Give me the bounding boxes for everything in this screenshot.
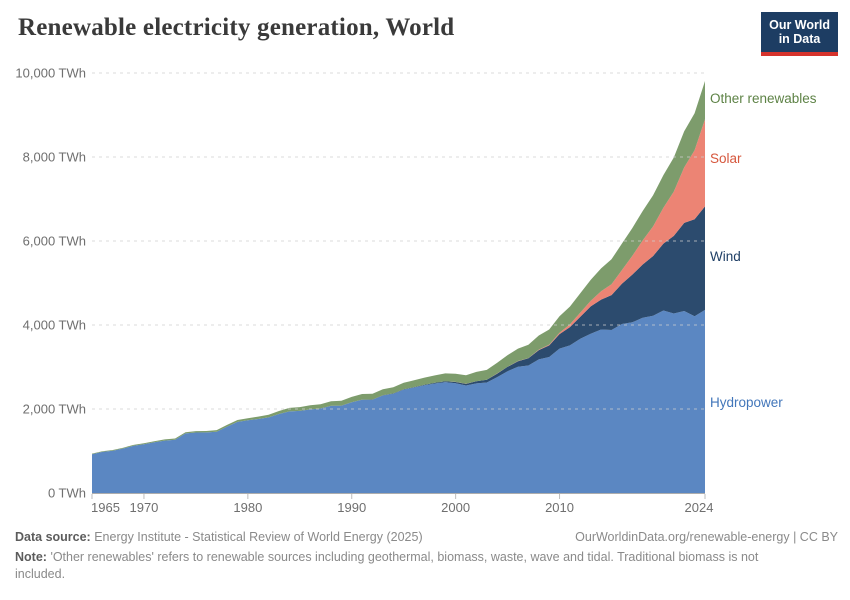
x-tick-label-1980: 1980 — [233, 500, 262, 515]
y-tick-label-8000: 8,000 TWh — [23, 150, 86, 165]
x-tick-label-2024: 2024 — [685, 500, 714, 515]
owid-logo[interactable]: Our World in Data — [761, 12, 838, 56]
data-source-text: Energy Institute - Statistical Review of… — [94, 530, 423, 544]
series-label-solar[interactable]: Solar — [710, 151, 742, 166]
owid-logo-line1: Our World — [769, 18, 830, 32]
chart-note: Note: 'Other renewables' refers to renew… — [15, 549, 803, 583]
note-label: Note: — [15, 549, 47, 564]
x-tick-label-2000: 2000 — [441, 500, 470, 515]
y-tick-label-10000: 10,000 TWh — [15, 66, 86, 81]
x-tick-label-2010: 2010 — [545, 500, 574, 515]
y-tick-label-6000: 6,000 TWh — [23, 234, 86, 249]
y-tick-label-2000: 2,000 TWh — [23, 402, 86, 417]
x-tick-label-1965: 1965 — [91, 500, 120, 515]
chart-title: Renewable electricity generation, World — [18, 14, 455, 41]
credit-link[interactable]: OurWorldinData.org/renewable-energy | CC… — [575, 530, 838, 544]
area-hydropower[interactable] — [92, 309, 705, 493]
y-tick-label-4000: 4,000 TWh — [23, 318, 86, 333]
series-label-wind[interactable]: Wind — [710, 249, 741, 264]
data-source-line: Data source: Energy Institute - Statisti… — [15, 529, 423, 546]
chart-footer: Data source: Energy Institute - Statisti… — [15, 529, 838, 583]
series-label-other-renewables[interactable]: Other renewables — [710, 91, 817, 106]
area-wind[interactable] — [92, 206, 705, 455]
owid-logo-line2: in Data — [778, 32, 821, 47]
x-tick-label-1990: 1990 — [337, 500, 366, 515]
x-tick-label-1970: 1970 — [129, 500, 158, 515]
note-text: 'Other renewables' refers to renewable s… — [15, 549, 759, 581]
series-label-hydropower[interactable]: Hydropower — [710, 395, 783, 410]
stacked-area-chart[interactable]: 0 TWh 2,000 TWh 4,000 TWh 6,000 TWh 8,000 TW… — [0, 0, 850, 530]
data-source-label: Data source: — [15, 530, 91, 544]
y-tick-label-0: 0 TWh — [48, 486, 86, 501]
